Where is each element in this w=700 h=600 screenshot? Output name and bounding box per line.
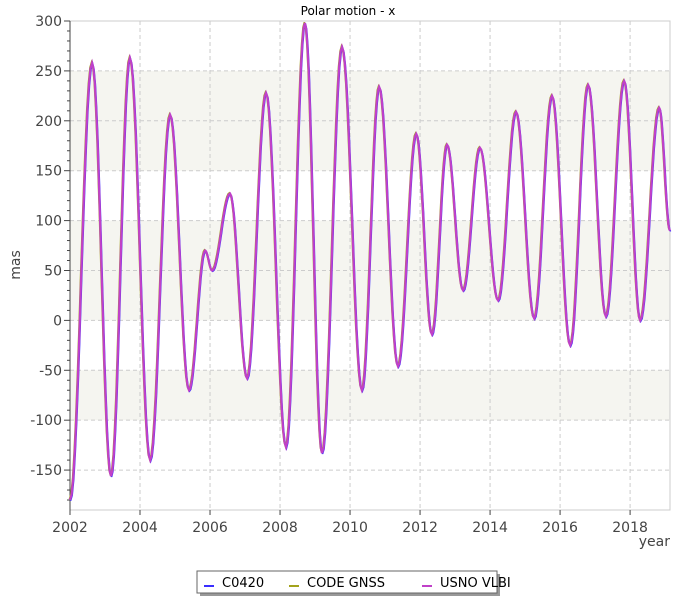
y-tick-label: 250 [35,64,62,80]
series-line-usno-vlbi [68,22,671,501]
x-tick-label: 2012 [402,520,438,536]
legend-label: C0420 [222,576,264,591]
y-tick-label: 50 [44,263,62,279]
grid-lines [70,21,670,510]
x-tick-label: 2006 [192,520,228,536]
y-tick-label: 200 [35,114,62,130]
axes: -150 -100 -50 0 50 100 150 200 250 300 2002 2004 200… [30,14,648,536]
y-tick-label: 150 [35,164,62,180]
x-tick-label: 2016 [542,520,578,536]
y-tick-label: 100 [35,214,62,230]
x-tick-label: 2010 [332,520,368,536]
y-tick-label: 0 [53,313,62,329]
series-lines [68,22,672,502]
legend-label: CODE GNSS [307,576,385,591]
y-tick-label: -150 [30,463,62,479]
y-axis-label: mas [8,250,24,280]
x-tick-label: 2002 [52,520,88,536]
y-tick-label: 300 [35,14,62,30]
background-band [70,370,670,421]
x-tick-label: 2014 [472,520,508,536]
legend: C0420 CODE GNSS USNO VLBI [196,570,511,596]
chart-title: Polar motion - x [301,4,396,18]
x-tick-label: 2004 [122,520,158,536]
legend-label: USNO VLBI [440,576,511,591]
x-axis-label: year [639,534,670,550]
y-tick-label: -50 [39,363,62,379]
x-tick-label: 2008 [262,520,298,536]
y-tick-label: -100 [30,413,62,429]
background-band [70,70,670,171]
x-tick-label: 2018 [612,520,648,536]
